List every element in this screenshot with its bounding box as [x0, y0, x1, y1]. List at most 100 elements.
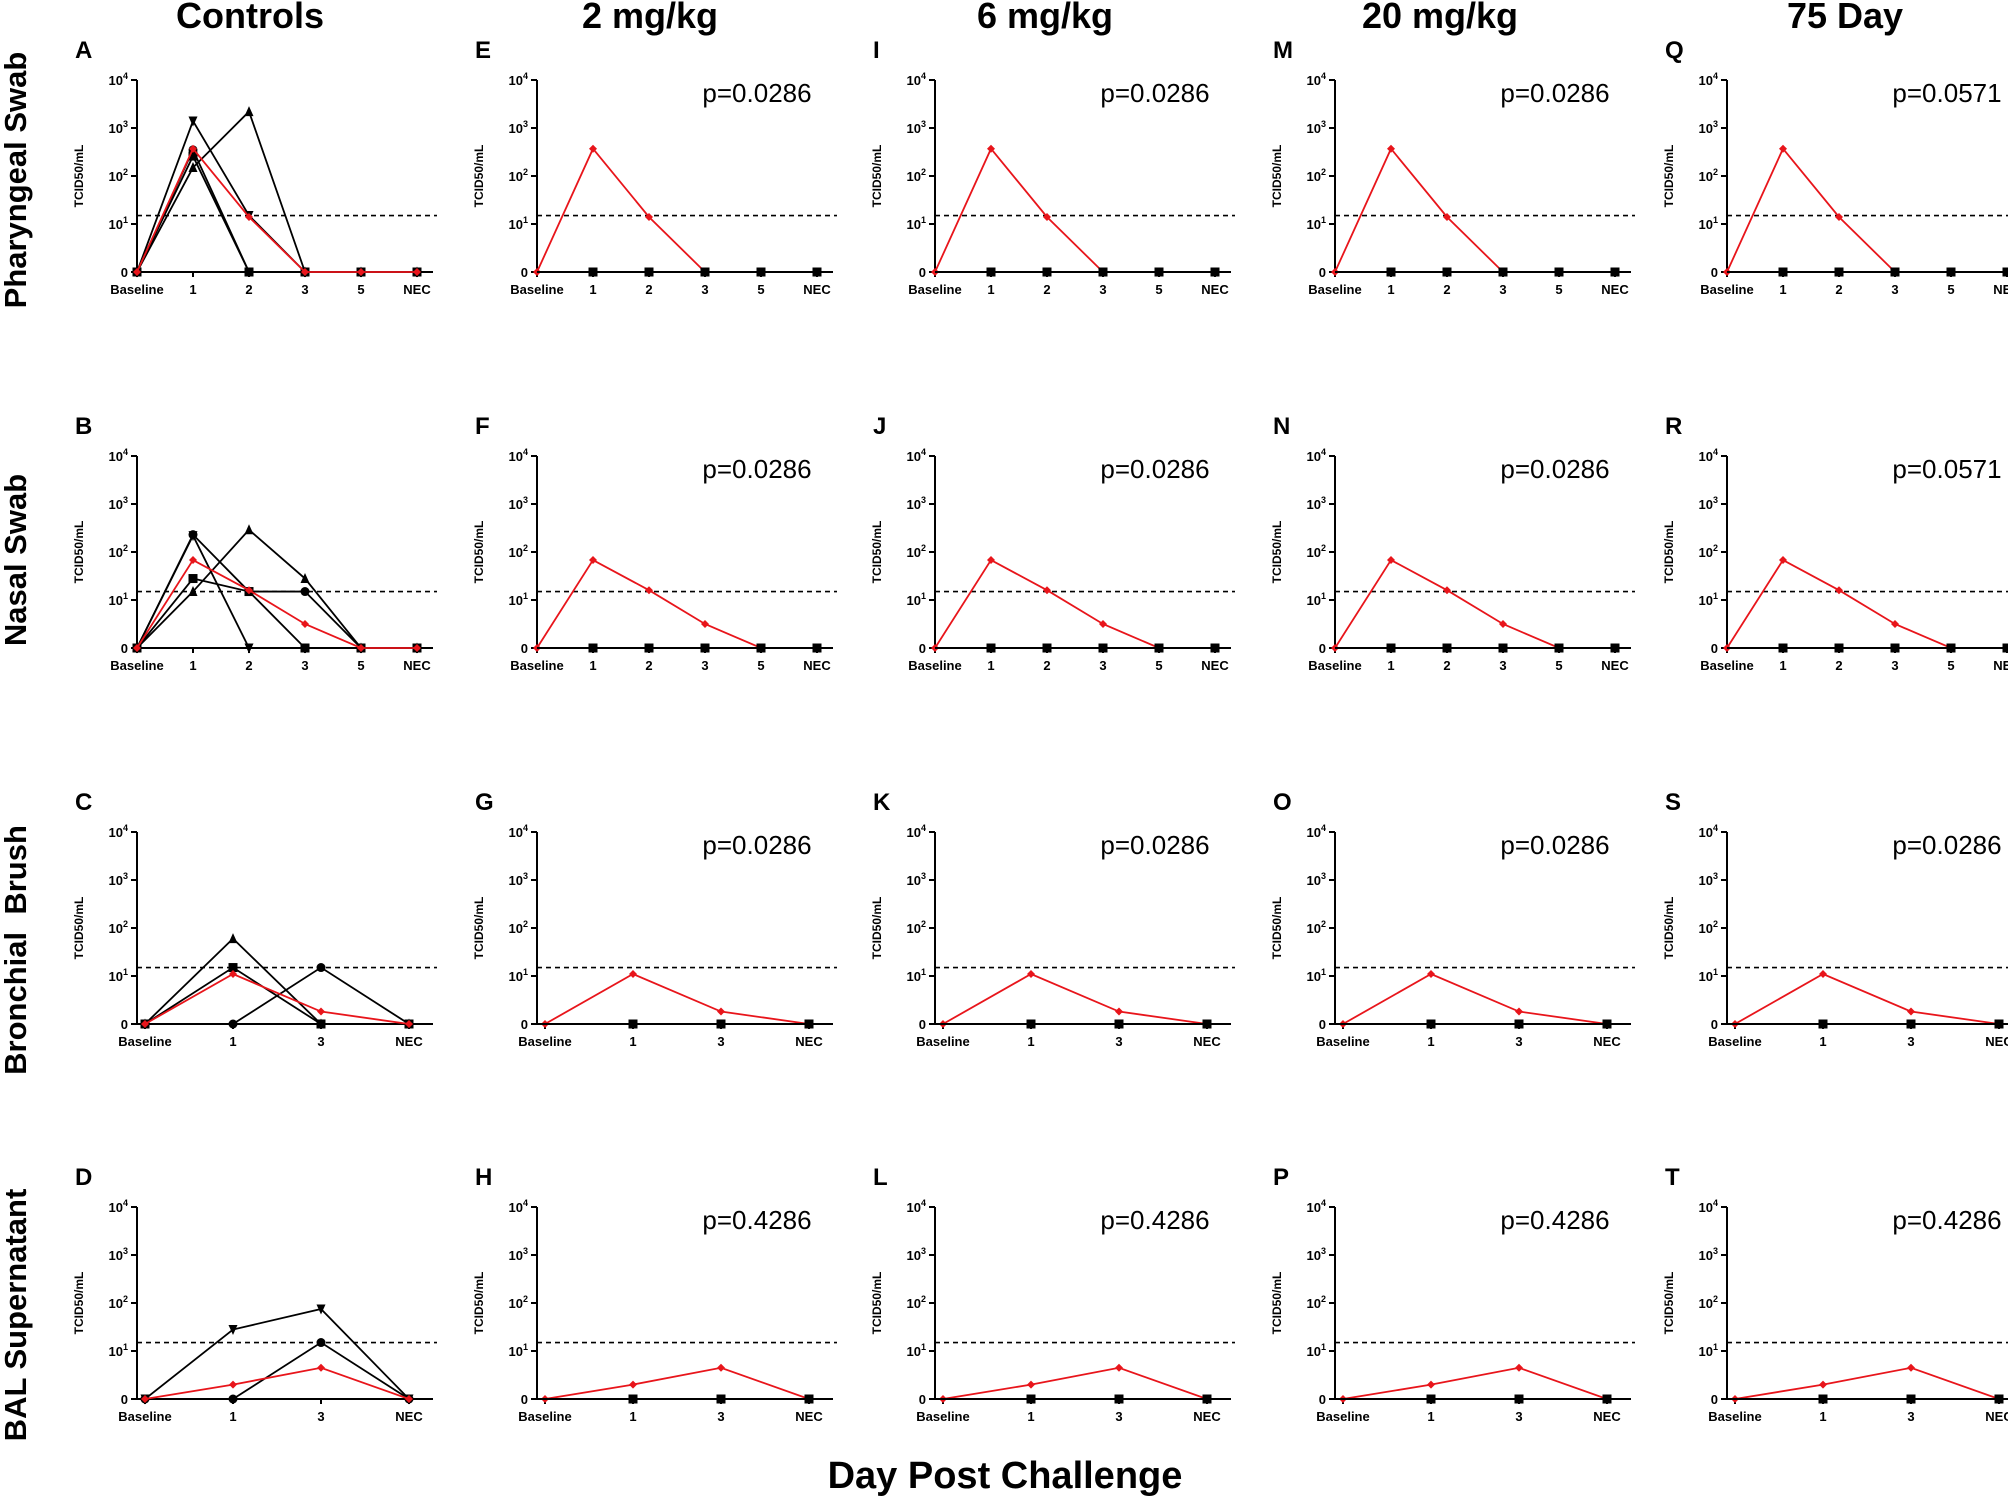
x-tick-label: 2 [1043, 282, 1050, 297]
control-series-point [228, 1394, 238, 1404]
mean-series-point [357, 644, 365, 652]
x-tick-label: Baseline [916, 1409, 969, 1424]
mean-series-point [1779, 556, 1787, 565]
panel-h: H TCID50/mL 0 101 102 103 104 Baseline 1 3 NEC p=0.… [472, 1164, 837, 1424]
x-tick-label: 3 [301, 282, 308, 297]
panel-g: G TCID50/mL 0 101 102 103 104 Baseline 1 3 NEC p=0.… [472, 789, 837, 1049]
panel-s: S TCID50/mL 0 101 102 103 104 Baseline 1 3 NEC p=0.… [1662, 789, 2008, 1049]
x-tick-label: NEC [1985, 1034, 2008, 1049]
mean-series-point [141, 1020, 149, 1028]
mean-series-point [405, 1395, 413, 1403]
x-tick-label: 2 [645, 658, 652, 673]
control-series-point [188, 116, 198, 127]
y-tick-label: 103 [907, 1246, 926, 1263]
y-tick-label: 104 [509, 823, 528, 840]
mean-series-point [1515, 1363, 1523, 1372]
panel-letter: G [475, 789, 494, 816]
panel-letter: A [75, 37, 92, 64]
y-tick-label: 103 [907, 871, 926, 888]
column-title-20mgkg: 20 mg/kg [1362, 0, 1518, 36]
x-tick-label: 3 [1499, 282, 1506, 297]
mean-series-point [1835, 586, 1843, 595]
x-tick-label: 5 [1555, 658, 1562, 673]
control-series-point [228, 963, 238, 973]
mean-series-line [544, 1366, 810, 1400]
mean-series-point [1427, 1380, 1435, 1389]
x-tick-label: NEC [403, 282, 431, 297]
row-title-nasal-swab: Nasal Swab [0, 474, 33, 646]
y-axis-label: TCID50/mL [870, 145, 884, 208]
y-tick-label: 0 [1319, 1017, 1326, 1032]
x-tick-label: 1 [629, 1409, 636, 1424]
panel-letter: N [1273, 413, 1290, 440]
y-tick-label: 102 [109, 919, 128, 936]
y-axis-label: TCID50/mL [1662, 521, 1676, 584]
mean-series-point [133, 268, 141, 276]
mean-series-line [144, 973, 410, 1025]
y-tick-label: 0 [1711, 641, 1718, 656]
mean-series-point [317, 1007, 325, 1016]
mean-series-point [1099, 620, 1107, 628]
panel-c: C TCID50/mL 0 101 102 103 104 Baseline 1 3 NEC [72, 789, 437, 1049]
mean-series-point [245, 212, 253, 221]
y-axis-label: TCID50/mL [72, 897, 86, 960]
x-tick-label: NEC [803, 658, 831, 673]
x-tick-label: 3 [1099, 658, 1106, 673]
x-tick-label: 1 [1027, 1034, 1034, 1049]
mean-series-point [189, 556, 197, 565]
mean-series-point [717, 1363, 725, 1372]
mean-series-line [536, 147, 817, 273]
x-tick-label: 3 [1499, 658, 1506, 673]
control-series-point [244, 643, 254, 654]
y-tick-label: 103 [907, 119, 926, 136]
x-tick-label: 5 [757, 658, 764, 673]
panel-letter: F [475, 413, 490, 440]
y-axis-label: TCID50/mL [472, 521, 486, 584]
mean-series-point [1427, 970, 1435, 979]
x-tick-label: 5 [1947, 282, 1954, 297]
y-tick-label: 101 [907, 591, 926, 608]
y-tick-label: 0 [521, 641, 528, 656]
y-tick-label: 102 [109, 1294, 128, 1311]
y-axis-label: TCID50/mL [870, 1272, 884, 1335]
mean-series-point [629, 1380, 637, 1389]
mean-series-point [1387, 556, 1395, 565]
y-tick-label: 102 [509, 543, 528, 560]
y-tick-label: 101 [1307, 591, 1326, 608]
y-tick-label: 0 [1319, 641, 1326, 656]
row-title-pharyngeal-swab: Pharyngeal Swab [0, 52, 33, 309]
x-tick-label: Baseline [916, 1034, 969, 1049]
x-tick-label: NEC [395, 1409, 423, 1424]
x-tick-label: 1 [987, 282, 994, 297]
mean-series-line [544, 973, 810, 1025]
mean-series-point [645, 212, 653, 221]
y-tick-label: 0 [121, 641, 128, 656]
x-tick-label: 2 [1835, 658, 1842, 673]
x-tick-label: 5 [757, 282, 764, 297]
y-axis-label: TCID50/mL [1662, 145, 1676, 208]
x-tick-label: 1 [1819, 1034, 1826, 1049]
x-tick-label: 5 [357, 658, 364, 673]
x-tick-label: 1 [1387, 658, 1394, 673]
p-value: p=0.0286 [702, 830, 811, 860]
x-tick-label: NEC [395, 1034, 423, 1049]
y-tick-label: 102 [1699, 167, 1718, 184]
mean-series-point [1027, 1380, 1035, 1389]
y-tick-label: 104 [907, 823, 926, 840]
mean-series-point [133, 644, 141, 652]
p-value: p=0.0286 [1500, 830, 1609, 860]
panel-f: F TCID50/mL 0 101 102 103 104 Baseline 1 2 3 5 NEC p=… [472, 413, 837, 673]
y-tick-label: 102 [1307, 543, 1326, 560]
mean-series-point [1835, 212, 1843, 221]
x-tick-label: Baseline [518, 1034, 571, 1049]
x-tick-label: Baseline [1708, 1034, 1761, 1049]
column-titles: Controls 2 mg/kg 6 mg/kg 20 mg/kg 75 Day [176, 0, 1903, 36]
y-tick-label: 0 [919, 1392, 926, 1407]
control-series-line [144, 937, 409, 1025]
y-tick-label: 102 [109, 167, 128, 184]
control-series-line [136, 109, 417, 273]
mean-series-point [589, 144, 597, 153]
x-tick-label: 3 [1515, 1034, 1522, 1049]
panel-e: E TCID50/mL 0 101 102 103 104 Baseline 1 2 3 5 NEC p=… [472, 37, 837, 297]
control-series-line [136, 118, 417, 273]
